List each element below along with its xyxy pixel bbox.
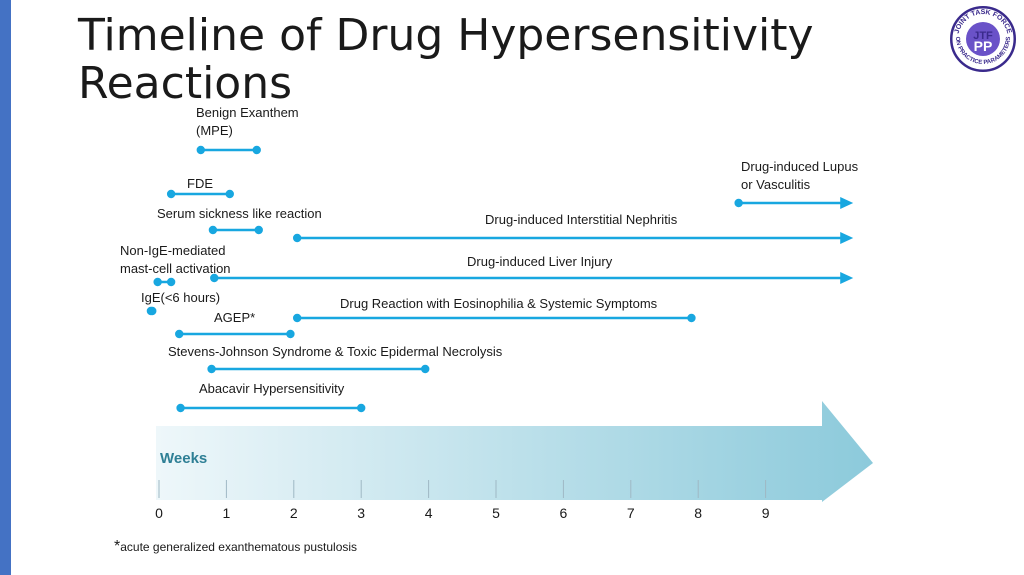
reaction-start-dot-non-ige-mast-cell [153, 277, 162, 287]
reaction-serum-sickness: Serum sickness like reaction [157, 206, 322, 235]
reaction-start-dot-serum-sickness [208, 225, 218, 235]
reaction-label-agep: AGEP* [214, 310, 255, 325]
reaction-label-liver-injury: Drug-induced Liver Injury [467, 254, 613, 269]
reaction-abacavir: Abacavir Hypersensitivity [176, 381, 366, 413]
reaction-label-drug-induced-lupus-1: Drug-induced Lupus [741, 159, 859, 174]
reaction-end-dot-abacavir [357, 403, 366, 413]
reaction-label-interstitial-nephritis: Drug-induced Interstitial Nephritis [485, 212, 678, 227]
weeks-axis: Weeks [156, 401, 873, 502]
axis-tick-label-3: 3 [357, 505, 365, 521]
slide-title: Timeline of Drug Hypersensitivity Reacti… [78, 10, 814, 109]
axis-tick-label-5: 5 [492, 505, 500, 521]
reaction-start-dot-benign-exanthem [196, 145, 205, 155]
reaction-bars: Benign Exanthem (MPE) Drug-induced Lupus or… [120, 105, 859, 413]
reaction-end-dot-fde [225, 189, 234, 199]
jtfpp-logo: JOINT TASK FORCE ON PRACTICE PARAMETERS … [950, 6, 1016, 72]
reaction-label-non-ige-mast-cell-2: mast-cell activation [120, 261, 231, 276]
reaction-benign-exanthem: Benign Exanthem (MPE) [196, 105, 299, 155]
reaction-end-dot-sjs-ten [421, 364, 430, 374]
reaction-arrowhead-interstitial-nephritis [840, 232, 854, 244]
reaction-non-ige-mast-cell: Non-IgE-mediated mast-cell activation [120, 243, 231, 287]
reaction-start-dot-interstitial-nephritis [292, 233, 302, 243]
axis-tick-label-1: 1 [223, 505, 231, 521]
reaction-end-dot-dress [687, 313, 696, 323]
reaction-start-dot-fde [166, 189, 176, 199]
reaction-end-dot-ige [148, 306, 157, 316]
axis-tick-label-8: 8 [694, 505, 702, 521]
reaction-drug-induced-lupus: Drug-induced Lupus or Vasculitis [734, 159, 859, 209]
axis-ticks: 0 1 2 3 4 5 6 7 8 9 [155, 480, 770, 521]
footnote: *acute generalized exanthematous pustulo… [114, 538, 357, 556]
footnote-text: acute generalized exanthematous pustulos… [120, 540, 358, 554]
axis-tick-label-0: 0 [155, 505, 163, 521]
reaction-start-dot-drug-induced-lupus [734, 198, 743, 208]
reaction-label-serum-sickness: Serum sickness like reaction [157, 206, 322, 221]
reaction-start-dot-abacavir [176, 403, 185, 413]
axis-tick-label-4: 4 [425, 505, 433, 521]
axis-tick-label-2: 2 [290, 505, 298, 521]
reaction-sjs-ten: Stevens-Johnson Syndrome & Toxic Epiderm… [168, 344, 503, 374]
reaction-agep: AGEP* [175, 310, 295, 339]
weeks-arrow [156, 401, 873, 502]
reaction-end-dot-serum-sickness [254, 225, 263, 235]
reaction-label-abacavir: Abacavir Hypersensitivity [199, 381, 345, 396]
reaction-start-dot-dress [292, 313, 302, 323]
axis-tick-label-7: 7 [627, 505, 635, 521]
logo-inner-circle [966, 22, 1000, 56]
reaction-end-dot-non-ige-mast-cell [166, 277, 176, 287]
reaction-liver-injury: Drug-induced Liver Injury [210, 254, 854, 284]
reaction-start-dot-liver-injury [210, 273, 219, 283]
reaction-ige: IgE(<6 hours) [141, 290, 220, 316]
reaction-label-benign-exanthem-2: (MPE) [196, 123, 233, 138]
left-accent-bar [0, 0, 11, 575]
reaction-label-sjs-ten: Stevens-Johnson Syndrome & Toxic Epiderm… [168, 344, 503, 359]
reaction-start-dot-sjs-ten [207, 364, 216, 374]
logo-inner-top: JTF [973, 30, 993, 42]
footnote-marker: * [114, 538, 121, 555]
reaction-interstitial-nephritis: Drug-induced Interstitial Nephritis [292, 212, 854, 244]
axis-tick-label-9: 9 [762, 505, 770, 521]
logo-inner-bottom: PP [974, 38, 993, 54]
reaction-arrowhead-liver-injury [840, 272, 854, 284]
reaction-dress: Drug Reaction with Eosinophilia & System… [292, 296, 696, 323]
reaction-fde: FDE [166, 176, 234, 199]
reaction-label-benign-exanthem-1: Benign Exanthem [196, 105, 299, 120]
reaction-label-ige: IgE(<6 hours) [141, 290, 220, 305]
reaction-arrowhead-drug-induced-lupus [840, 197, 854, 209]
reaction-end-dot-agep [286, 329, 295, 339]
reaction-label-drug-induced-lupus-2: or Vasculitis [741, 177, 811, 192]
reaction-label-non-ige-mast-cell-1: Non-IgE-mediated [120, 243, 226, 258]
reaction-start-dot-agep [175, 329, 184, 339]
reaction-label-fde: FDE [187, 176, 213, 191]
reaction-label-dress: Drug Reaction with Eosinophilia & System… [340, 296, 658, 311]
reaction-end-dot-benign-exanthem [252, 145, 261, 155]
weeks-label: Weeks [160, 450, 207, 467]
axis-tick-label-6: 6 [560, 505, 568, 521]
